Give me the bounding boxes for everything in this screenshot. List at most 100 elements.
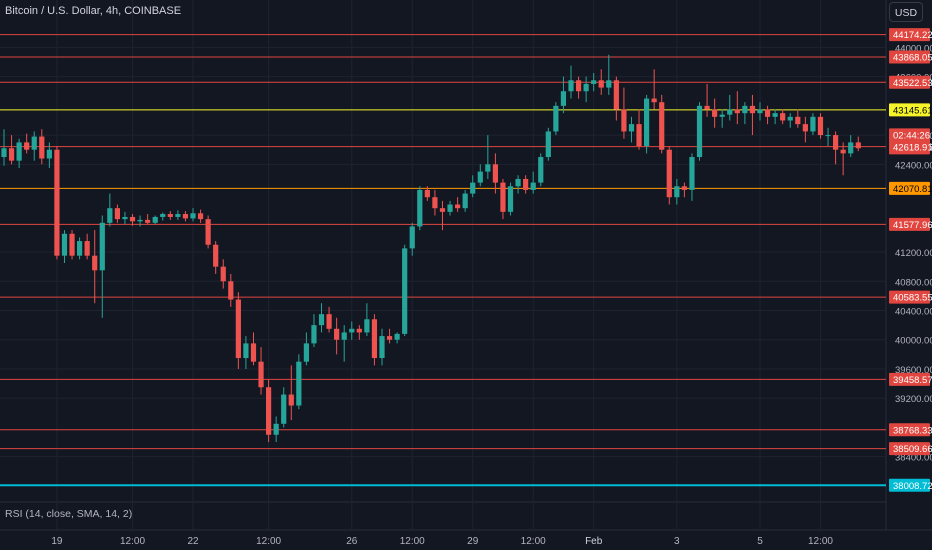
candle-body bbox=[99, 222, 105, 271]
candle-body bbox=[69, 233, 75, 256]
price-axis: 44000.0043600.0042800.0042400.0041200.00… bbox=[889, 28, 932, 492]
candle-body bbox=[145, 219, 151, 223]
time-tick-label: 12:00 bbox=[521, 536, 546, 547]
candle-body bbox=[394, 333, 400, 340]
candle-body bbox=[447, 204, 453, 212]
candle-body bbox=[523, 178, 529, 190]
level-price-label: 38768.33 bbox=[893, 425, 932, 436]
time-tick-label: 12:00 bbox=[400, 536, 425, 547]
candle-body bbox=[1, 148, 7, 158]
candle-body bbox=[651, 98, 657, 103]
candle-body bbox=[190, 213, 196, 219]
candle-body bbox=[31, 136, 37, 150]
candle-body bbox=[507, 186, 514, 212]
level-price-label: 38509.66 bbox=[893, 444, 932, 455]
candle-body bbox=[54, 149, 60, 256]
current-price-label: 42618.91 bbox=[893, 142, 932, 153]
price-tick-label: 42400.00 bbox=[895, 160, 932, 171]
candle-body bbox=[311, 325, 317, 344]
candle-body bbox=[704, 105, 710, 110]
candle-body bbox=[379, 336, 385, 359]
chart-title: Bitcoin / U.S. Dollar, 4h, COINBASE bbox=[5, 5, 182, 17]
candle-body bbox=[848, 142, 854, 154]
candle-body bbox=[621, 109, 627, 132]
time-tick-label: 22 bbox=[187, 536, 199, 547]
candle-body bbox=[772, 113, 778, 117]
horizontal-levels bbox=[0, 34, 886, 487]
time-tick-label: 12:00 bbox=[808, 536, 833, 547]
candle-body bbox=[712, 109, 718, 117]
candle-body bbox=[243, 343, 249, 359]
level-price-label: 38008.72 bbox=[893, 481, 932, 492]
candle-body bbox=[61, 233, 68, 256]
level-price-label: 41577.96 bbox=[893, 220, 932, 231]
candle-body bbox=[515, 178, 521, 187]
candle-body bbox=[719, 114, 725, 117]
level-price-label: 43868.05 bbox=[893, 53, 932, 64]
candle-body bbox=[659, 102, 665, 150]
candle-body bbox=[122, 216, 128, 220]
level-price-label-bg bbox=[889, 442, 930, 456]
candle-body bbox=[538, 157, 544, 183]
candle-body bbox=[462, 193, 468, 209]
candle-body bbox=[250, 343, 257, 362]
candle-body bbox=[273, 423, 279, 435]
candle-body bbox=[107, 208, 113, 223]
time-tick-label: 12:00 bbox=[120, 536, 145, 547]
candle-body bbox=[220, 266, 226, 282]
candle-body bbox=[530, 182, 536, 190]
time-tick-label: 12:00 bbox=[256, 536, 281, 547]
candle-body bbox=[356, 328, 362, 333]
candle-body bbox=[833, 135, 839, 150]
level-price-label: 39458.57 bbox=[893, 375, 932, 386]
candles bbox=[1, 54, 861, 443]
candle-body bbox=[477, 171, 483, 183]
level-price-label-bg bbox=[889, 372, 930, 386]
candle-body bbox=[591, 80, 597, 84]
level-price-label-bg bbox=[889, 103, 930, 117]
candle-body bbox=[258, 361, 264, 388]
candle-body bbox=[492, 164, 498, 183]
candle-body bbox=[417, 189, 423, 227]
price-tick-label: 40800.00 bbox=[895, 277, 932, 288]
candle-body bbox=[583, 83, 589, 92]
candle-body bbox=[606, 80, 612, 88]
time-tick-label: Feb bbox=[585, 536, 603, 547]
candle-body bbox=[802, 124, 808, 132]
candle-body bbox=[734, 109, 740, 114]
candle-body bbox=[825, 135, 831, 137]
candle-body bbox=[266, 387, 272, 435]
time-tick-label: 29 bbox=[467, 536, 479, 547]
candle-body bbox=[424, 189, 430, 198]
candle-body bbox=[288, 394, 294, 406]
price-tick-label: 40000.00 bbox=[895, 336, 932, 347]
candle-body bbox=[235, 299, 241, 359]
level-price-label: 43522.53 bbox=[893, 78, 932, 89]
candle-body bbox=[636, 124, 642, 147]
candle-body bbox=[817, 116, 824, 136]
price-tick-label: 41200.00 bbox=[895, 248, 932, 259]
current-price-bg bbox=[889, 128, 930, 155]
candle-body bbox=[197, 213, 204, 220]
candle-body bbox=[213, 244, 219, 267]
price-tick-label: 39600.00 bbox=[895, 365, 932, 376]
candle-body bbox=[24, 142, 30, 150]
currency-button[interactable]: USD bbox=[889, 2, 923, 22]
candle-body bbox=[303, 343, 309, 362]
candle-body bbox=[455, 204, 461, 209]
candle-body bbox=[371, 319, 378, 359]
time-axis: 19 12:00 22 12:00 26 12:00 29 12:00 Feb 3 5 12:00 bbox=[51, 536, 833, 547]
candle-body bbox=[780, 113, 786, 121]
candle-body bbox=[628, 124, 635, 132]
time-tick-label: 3 bbox=[674, 536, 680, 547]
candle-body bbox=[689, 157, 695, 190]
level-price-label-bg bbox=[889, 50, 930, 64]
candle-body bbox=[840, 149, 846, 154]
candle-body bbox=[334, 328, 340, 340]
candle-body bbox=[92, 255, 98, 271]
candle-body bbox=[560, 91, 567, 106]
candle-body bbox=[855, 142, 861, 149]
candle-body bbox=[696, 105, 703, 158]
candle-body bbox=[296, 361, 302, 406]
